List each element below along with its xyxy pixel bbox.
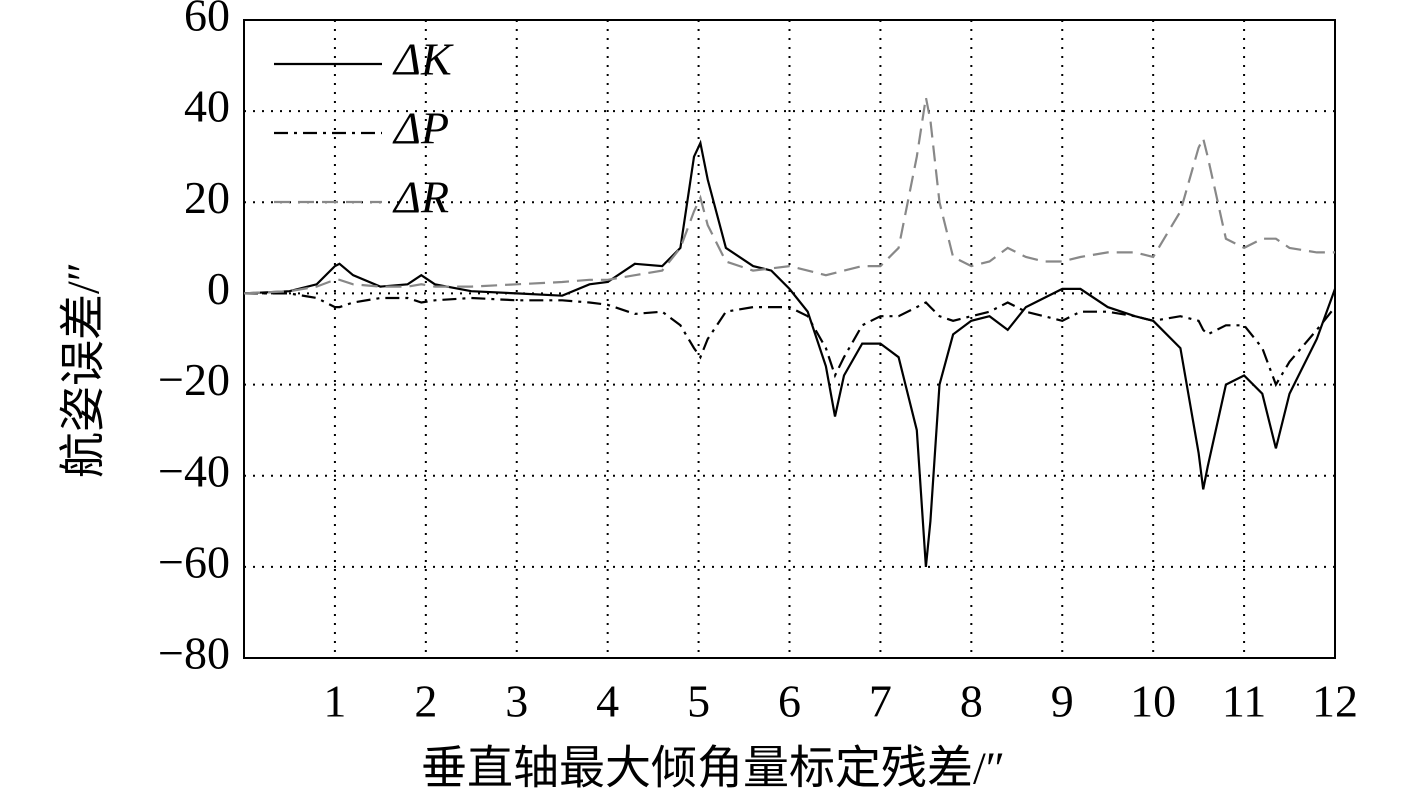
x-tick-label: 8 <box>960 676 983 727</box>
data-line <box>243 97 1335 295</box>
x-tick-label: 3 <box>505 676 528 727</box>
legend-label: ΔK <box>392 34 454 85</box>
x-tick-label: 2 <box>414 676 437 727</box>
y-tick-label: −20 <box>158 354 230 405</box>
x-tick-label: 11 <box>1222 676 1266 727</box>
y-tick-label: −60 <box>158 536 230 587</box>
x-tick-label: 10 <box>1130 676 1176 727</box>
x-tick-label: 12 <box>1312 676 1358 727</box>
y-tick-label: −40 <box>158 445 230 496</box>
legend-label: ΔP <box>392 103 449 154</box>
y-tick-label: 0 <box>207 263 230 314</box>
y-tick-label: 20 <box>184 172 230 223</box>
y-tick-label: −80 <box>158 628 230 679</box>
x-axis-label: 垂直轴最大倾角量标定残差/″ <box>421 743 1005 794</box>
x-tick-label: 7 <box>869 676 892 727</box>
data-line <box>243 139 1337 568</box>
data-line <box>244 292 1336 388</box>
y-tick-label: 40 <box>184 81 230 132</box>
plot-frame <box>243 19 1336 659</box>
x-tick-label: 5 <box>687 676 710 727</box>
y-tick-label: 60 <box>184 0 230 41</box>
x-tick-label: 1 <box>323 676 346 727</box>
x-tick-label: 6 <box>778 676 801 727</box>
legend-label: ΔR <box>392 172 449 223</box>
x-tick-label: 4 <box>596 676 619 727</box>
y-axis-label: 航姿误差/″ <box>58 262 109 478</box>
x-tick-label: 9 <box>1051 676 1074 727</box>
